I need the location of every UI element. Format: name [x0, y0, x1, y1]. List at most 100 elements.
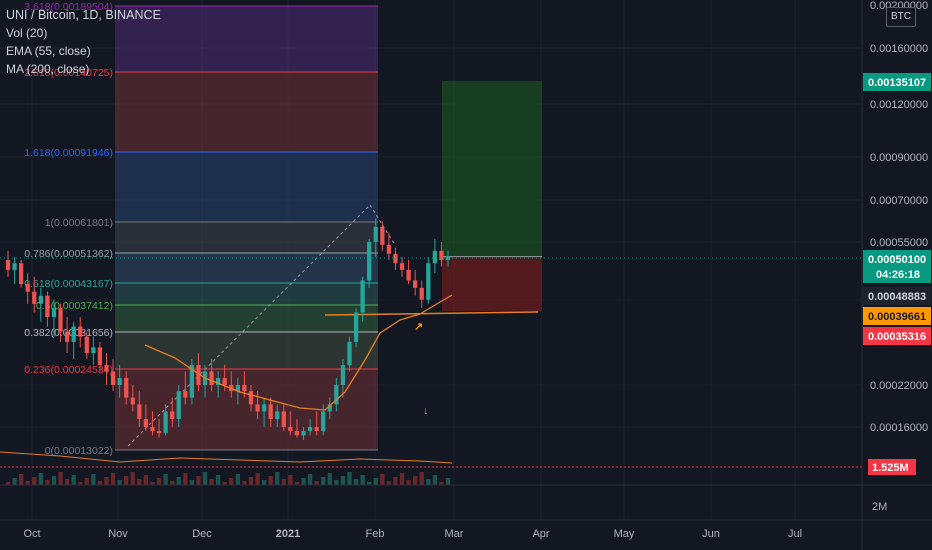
volume-bar: [110, 473, 116, 485]
level-price-tag: 0.00048883: [868, 291, 926, 303]
fib-label-2.618: 2.618(0.00140725): [24, 67, 113, 79]
volume-bar: [229, 478, 234, 485]
candle-body: [176, 391, 181, 420]
price-axis-label: 0.00120000: [870, 99, 928, 111]
volume-bar: [275, 472, 280, 485]
volume-bar: [143, 475, 149, 485]
volume-bar: [176, 477, 181, 485]
candle-body: [406, 269, 411, 281]
volume-bar: [419, 472, 424, 485]
fib-label-1.618: 1.618(0.00091946): [24, 147, 113, 159]
candle-body: [294, 431, 300, 436]
volume-bar: [124, 476, 129, 485]
candle-body: [268, 404, 273, 420]
volume-bar: [327, 473, 332, 485]
fib-zone: [115, 369, 378, 450]
currency-button[interactable]: BTC: [886, 7, 916, 27]
volume-bar: [12, 478, 17, 485]
volume-bar: [38, 473, 43, 485]
volume-current-tag: 1.525M: [872, 462, 909, 474]
candle-body: [255, 404, 260, 412]
volume-bar: [268, 476, 273, 485]
candle-body: [288, 427, 293, 432]
candle-body: [78, 326, 83, 337]
volume-bar: [235, 474, 240, 485]
candle-body: [353, 312, 359, 342]
candle-body: [373, 226, 378, 242]
volume-bar: [321, 477, 326, 485]
current-price-tag-bg: [863, 250, 931, 283]
time-axis-label: Jul: [788, 528, 802, 540]
indicator-ma[interactable]: MA (200, close): [6, 62, 90, 76]
volume-bar: [340, 476, 346, 485]
volume-bar: [307, 474, 313, 485]
volume-bar: [255, 473, 260, 485]
candle-body: [58, 308, 63, 332]
fib-label-0: 0(0.00013022): [45, 445, 113, 457]
candle-body: [51, 308, 57, 318]
indicator-ema[interactable]: EMA (55, close): [6, 44, 91, 58]
fib-label-0.786: 0.786(0.00051362): [24, 248, 113, 260]
chart-legend: UNI / Bitcoin, 1D, BINANCE Vol (20) EMA …: [6, 6, 161, 78]
volume-bar: [314, 481, 319, 485]
volume-bar: [150, 482, 155, 485]
volume-bar: [373, 478, 378, 485]
candle-body: [235, 385, 240, 392]
volume-bar: [347, 472, 352, 485]
candle-body: [38, 295, 43, 304]
candle-body: [130, 397, 135, 405]
volume-bar: [380, 474, 385, 485]
candle-body: [281, 411, 286, 427]
fib-label-0.618: 0.618(0.00043167): [24, 278, 113, 290]
candle-body: [104, 365, 109, 372]
indicator-volume[interactable]: Vol (20): [6, 26, 48, 40]
volume-bar: [170, 481, 175, 485]
volume-bar: [294, 482, 300, 485]
candle-body: [196, 365, 201, 385]
volume-bar: [156, 478, 162, 485]
candle-body: [261, 404, 267, 412]
time-axis-label: Nov: [108, 528, 128, 540]
time-axis-label: 2021: [276, 528, 300, 540]
time-axis-label: Oct: [23, 528, 40, 540]
candle-body: [163, 411, 168, 434]
volume-bar: [64, 479, 70, 485]
volume-bar: [5, 482, 11, 485]
candle-body: [156, 431, 162, 434]
candle-body: [117, 378, 122, 385]
volume-bar: [32, 477, 37, 485]
volume-bar: [360, 475, 365, 485]
price-axis-label: 0.00022000: [870, 380, 928, 392]
arrow-up-icon: ↗: [414, 321, 423, 333]
volume-bar: [209, 479, 214, 485]
fib-zone: [115, 152, 378, 222]
fib-zone: [115, 6, 378, 72]
volume-bar: [137, 479, 142, 485]
volume-ma-line: [0, 451, 453, 464]
candle-body: [25, 284, 30, 292]
current-price-tag: 0.00050100: [868, 254, 926, 266]
candle-body: [222, 378, 227, 385]
fib-trend-line: [127, 204, 371, 447]
volume-bar: [202, 472, 208, 485]
ema-line: [144, 294, 453, 411]
candle-body: [71, 326, 76, 342]
candle-body: [419, 287, 424, 300]
time-axis-label: Feb: [366, 528, 385, 540]
volume-bar: [97, 481, 103, 485]
fib-trend-line-2: [369, 204, 396, 246]
candle-body: [19, 263, 24, 285]
candle-body: [314, 427, 319, 432]
fib-zone: [115, 72, 378, 152]
price-axis-label: 0.00160000: [870, 43, 928, 55]
symbol-title[interactable]: UNI / Bitcoin, 1D, BINANCE: [6, 8, 161, 22]
target-price-tag-bg: [863, 73, 931, 91]
fib-zone: [115, 332, 378, 369]
price-axis-label: 0.00090000: [870, 152, 928, 164]
volume-bar: [58, 472, 63, 485]
volume-bar: [71, 475, 76, 485]
volume-bar: [393, 477, 398, 485]
volume-axis-label: 2M: [872, 501, 887, 513]
candle-body: [439, 250, 444, 261]
